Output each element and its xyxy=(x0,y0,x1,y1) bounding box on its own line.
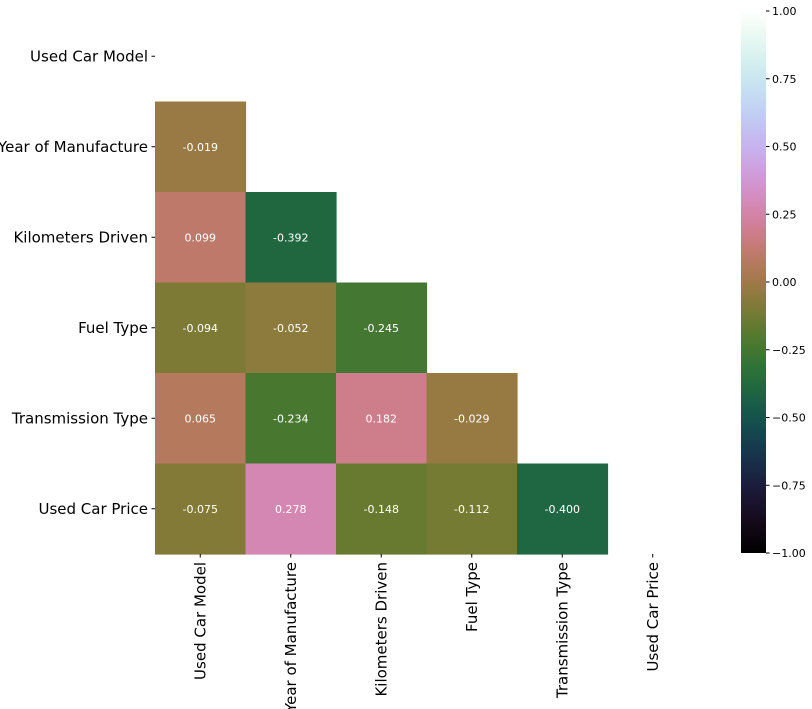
y-tick-label: Fuel Type xyxy=(78,319,148,337)
colorbar-tick-label: 0.50 xyxy=(772,141,797,154)
x-tick-label: Used Car Price xyxy=(644,562,662,672)
colorbar: 1.00 0.75 0.50 0.25 0.00 −0.25 −0.50 −0.75 −1.00 xyxy=(741,5,806,560)
y-tick-label: Kilometers Driven xyxy=(13,228,148,246)
cell-value-label: -0.234 xyxy=(273,412,308,425)
cell-value-label: -0.245 xyxy=(364,322,399,335)
cell-value-label: -0.019 xyxy=(183,141,218,154)
cell-value-label: -0.400 xyxy=(545,503,580,516)
cell-value-label: -0.094 xyxy=(183,322,218,335)
colorbar-tick-label: 1.00 xyxy=(772,5,797,18)
colorbar-tick-label: −0.50 xyxy=(772,412,806,425)
colorbar-tick-label: 0.25 xyxy=(772,208,797,221)
heatmap-cell xyxy=(336,463,428,555)
heatmap-cell xyxy=(336,373,428,465)
heatmap-cell xyxy=(155,192,247,284)
heatmap-cell xyxy=(517,463,609,555)
colorbar-tick-label: −1.00 xyxy=(772,547,806,560)
x-tick-label: Fuel Type xyxy=(463,562,481,632)
heatmap-cell xyxy=(426,463,518,555)
cell-value-label: -0.148 xyxy=(364,503,399,516)
heatmap-cell xyxy=(245,463,337,555)
cell-value-label: 0.099 xyxy=(185,231,217,244)
heatmap-cell xyxy=(336,282,428,374)
cell-value-label: 0.065 xyxy=(185,412,217,425)
y-axis-tick-labels: Used Car Model Year of Manufacture Kilomet… xyxy=(0,47,155,518)
heatmap-cell xyxy=(245,192,337,284)
heatmap-cell xyxy=(245,373,337,465)
y-tick-label: Year of Manufacture xyxy=(0,138,148,156)
heatmap-cell xyxy=(155,373,247,465)
cell-value-label: -0.112 xyxy=(454,503,489,516)
heatmap-cell xyxy=(426,373,518,465)
y-tick-label: Transmission Type xyxy=(11,409,148,427)
x-tick-label: Kilometers Driven xyxy=(372,562,390,697)
x-tick-label: Used Car Model xyxy=(191,562,209,680)
cell-value-label: -0.052 xyxy=(273,322,308,335)
colorbar-bar xyxy=(741,11,766,553)
colorbar-tick-label: −0.75 xyxy=(772,479,806,492)
heatmap-cell xyxy=(245,282,337,374)
heatmap-cell xyxy=(155,101,247,193)
colorbar-tick-label: 0.00 xyxy=(772,276,797,289)
y-tick-label: Used Car Model xyxy=(30,47,148,65)
heatmap-cell xyxy=(155,463,247,555)
cell-value-label: -0.029 xyxy=(454,412,489,425)
x-axis-tick-labels: Used Car Model Year of Manufacture Kilomet… xyxy=(191,554,662,709)
cell-value-label: 0.278 xyxy=(275,503,307,516)
x-tick-label: Year of Manufacture xyxy=(282,562,300,709)
heatmap-cell xyxy=(155,282,247,374)
cell-value-label: -0.392 xyxy=(273,231,308,244)
y-tick-label: Used Car Price xyxy=(38,500,148,518)
cell-value-label: -0.075 xyxy=(183,503,218,516)
cell-value-label: 0.182 xyxy=(366,412,398,425)
x-tick-label: Transmission Type xyxy=(553,562,571,699)
colorbar-tick-label: −0.25 xyxy=(772,344,806,357)
colorbar-tick-label: 0.75 xyxy=(772,73,797,86)
heatmap-cells: -0.019 0.099 -0.392 -0.094 -0.052 -0.245 0.065… xyxy=(155,101,609,555)
